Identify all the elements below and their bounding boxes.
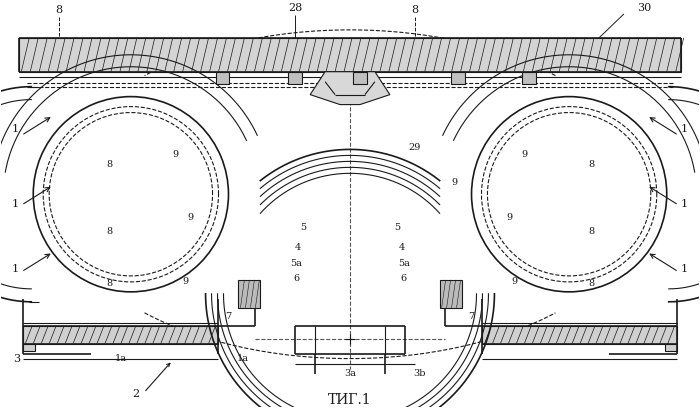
Text: 7: 7 bbox=[225, 312, 232, 321]
Text: 9: 9 bbox=[173, 150, 178, 159]
Bar bbox=[482, 326, 677, 344]
Text: 8: 8 bbox=[588, 160, 594, 169]
Text: 1: 1 bbox=[681, 124, 688, 135]
Text: 3b: 3b bbox=[414, 369, 426, 378]
Text: 2: 2 bbox=[132, 389, 139, 400]
Text: 28: 28 bbox=[288, 3, 302, 13]
Bar bbox=[522, 72, 536, 84]
Text: 8: 8 bbox=[106, 227, 112, 236]
Text: 8: 8 bbox=[411, 5, 419, 15]
Text: 30: 30 bbox=[637, 3, 651, 13]
Text: 1: 1 bbox=[12, 199, 19, 209]
Text: 5: 5 bbox=[394, 222, 400, 231]
Text: 7: 7 bbox=[468, 312, 475, 321]
Text: ΤИГ.1: ΤИГ.1 bbox=[328, 393, 372, 407]
Text: 8: 8 bbox=[106, 279, 112, 288]
Text: 5: 5 bbox=[300, 222, 306, 231]
Bar bbox=[440, 280, 461, 308]
Text: 9: 9 bbox=[452, 178, 458, 187]
Text: 6: 6 bbox=[293, 274, 300, 283]
Text: 9: 9 bbox=[506, 213, 512, 222]
Text: 4: 4 bbox=[399, 243, 405, 252]
Bar bbox=[23, 344, 35, 351]
Text: 1: 1 bbox=[12, 264, 19, 274]
Text: 1: 1 bbox=[12, 124, 19, 135]
Text: 5a: 5a bbox=[398, 259, 410, 268]
Text: 9: 9 bbox=[511, 277, 517, 286]
Text: 1: 1 bbox=[681, 264, 688, 274]
Bar bbox=[20, 38, 680, 72]
Text: 9: 9 bbox=[522, 150, 527, 159]
Text: 9: 9 bbox=[183, 277, 189, 286]
Text: 1a: 1a bbox=[115, 354, 127, 363]
Text: 5a: 5a bbox=[290, 259, 302, 268]
Bar bbox=[451, 72, 465, 84]
Text: 6: 6 bbox=[400, 274, 407, 283]
Text: 1a: 1a bbox=[237, 354, 248, 363]
Text: 8: 8 bbox=[55, 5, 63, 15]
Text: 9: 9 bbox=[188, 213, 194, 222]
Bar bbox=[288, 72, 302, 84]
Text: 8: 8 bbox=[106, 160, 112, 169]
Polygon shape bbox=[310, 72, 390, 105]
Bar bbox=[353, 72, 367, 84]
Bar bbox=[665, 344, 677, 351]
Bar bbox=[216, 72, 230, 84]
Bar bbox=[23, 326, 218, 344]
Text: 8: 8 bbox=[588, 279, 594, 288]
Text: 3: 3 bbox=[13, 354, 20, 364]
Bar bbox=[239, 280, 260, 308]
Text: 1: 1 bbox=[681, 199, 688, 209]
Text: 3a: 3a bbox=[344, 369, 356, 378]
Text: 4: 4 bbox=[295, 243, 301, 252]
Text: 8: 8 bbox=[588, 227, 594, 236]
Text: 29: 29 bbox=[409, 143, 421, 152]
